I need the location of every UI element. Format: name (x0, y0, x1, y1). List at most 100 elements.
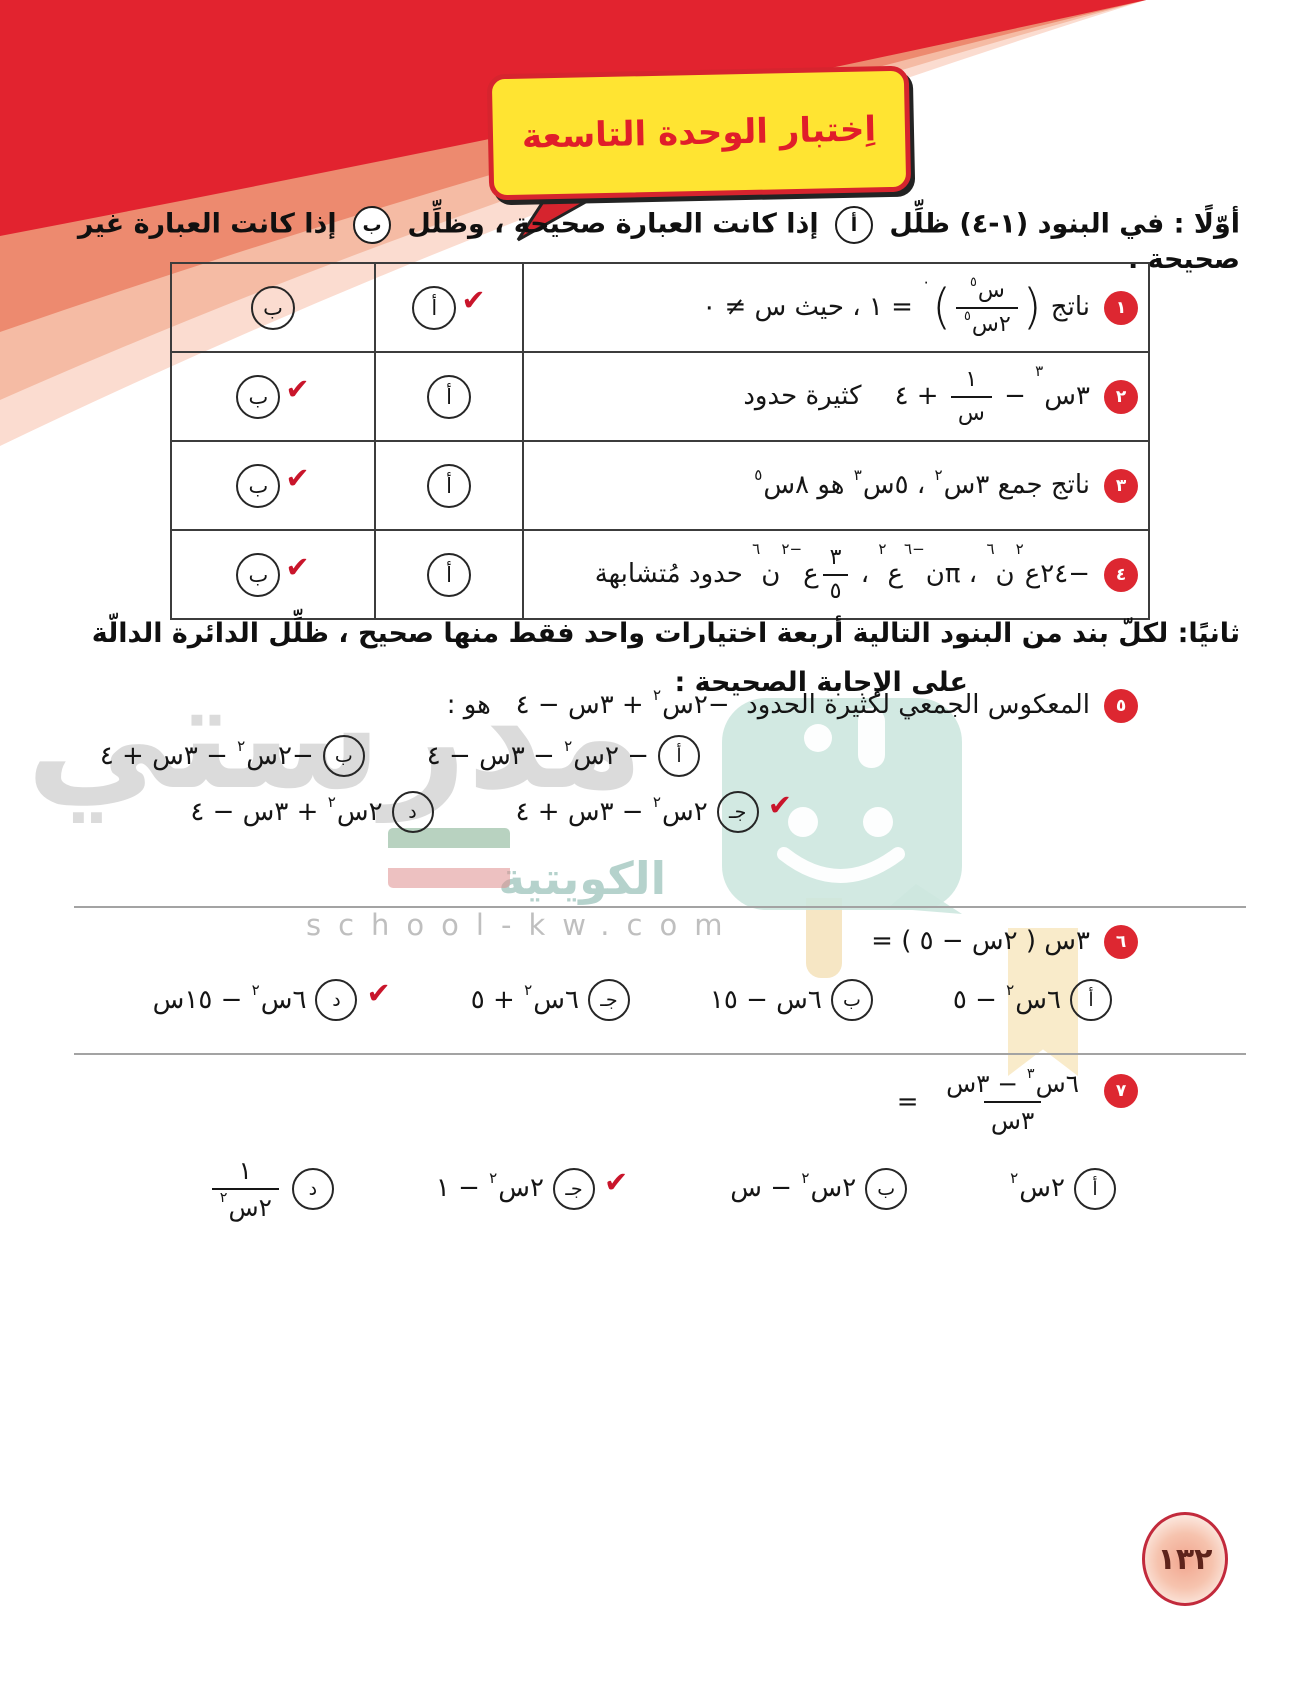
page-title: اِختبار الوحدة التاسعة (521, 109, 877, 157)
question-6-option-b: ✔ ب ٦س − ١٥ (710, 979, 873, 1022)
option-circle-a: أ (412, 285, 457, 330)
question-4-choice-a-cell: ✔ أ (374, 531, 522, 618)
watermark-website-text: school-kw.com (306, 908, 740, 942)
question-2-choice-b-cell: ✔ ب (172, 353, 374, 440)
question-4-expression: −٢٤ع ٢ ن ٦ ، πن −٦ ع ٢ ، ٣ ٥ ع −٢ ن ٦ حدود مُتشابهة (595, 541, 1090, 608)
question-6: ٦ ٣س ( ٢س − ٥ ) = ✔ أ ٦س٢ − ٥ ✔ ب ٦س − ١… (60, 924, 1240, 1022)
question-6-number-badge: ٦ (1104, 924, 1138, 959)
option-circle: أ (1074, 1168, 1116, 1211)
question-5-expression: المعكوس الجمعي لكثيرة الحدود −٢س ٢ + ٣س −… (446, 686, 1090, 720)
correct-checkmark: ✔ (603, 1164, 629, 1199)
question-5-option-d: ✔ د ٢س٢ + ٣س − ٤ (190, 791, 434, 834)
question-4-choice-b-cell: ✔ ب (172, 531, 374, 618)
correct-checkmark: ✔ (366, 975, 391, 1010)
question-7-option-c: ✔ جـ ٢س ٢ − ١ (436, 1164, 629, 1211)
question-3-number-badge: ٣ (1104, 468, 1138, 503)
section2-instruction-line2: على الإجابة الصحيحة : (674, 666, 968, 698)
option-circle: ب (322, 735, 365, 778)
option-circle-b: ب (236, 374, 281, 419)
smiley-logo-icon (722, 698, 962, 914)
option-circle-a: أ (427, 463, 471, 508)
page-number-badge: ١٣٢ (1142, 1512, 1228, 1606)
section2-instruction-line1: ثانيًا: لكلّ بند من البنود التالية أربعة… (91, 618, 1240, 649)
question-1-choice-a-cell: ✔ أ (374, 264, 522, 351)
question-7-options-row: ✔ أ ٢س٢ ✔ ب ٢س٢ − س ✔ جـ ٢س٢ − ١ ✔ د (60, 1153, 1240, 1226)
question-5-prompt: ٥ المعكوس الجمعي لكثيرة الحدود −٢س ٢ + ٣س… (60, 686, 1240, 723)
correct-checkmark: ✔ (285, 550, 310, 584)
question-6-option-a: ✔ أ ٦س٢ − ٥ (953, 979, 1112, 1022)
option-circle: د (391, 791, 434, 834)
question-4-number-badge: ٤ (1104, 557, 1138, 592)
kuwait-flag-icon (388, 828, 510, 888)
option-circle: أ (658, 735, 700, 778)
option-circle-a: أ (427, 552, 471, 597)
option-circle-b: ب (236, 552, 281, 597)
section1-instruction: أوّلًا : في البنود (١-٤) ظلِّل أ إذا كان… (70, 206, 1240, 275)
inline-circle-b: ب (352, 206, 391, 244)
question-5-options-row1: ✔ أ − ٢س٢ − ٣س − ٤ ✔ ب −٢س٢ − ٣س + ٤ (60, 735, 1240, 778)
option-circle-b: ب (236, 463, 281, 508)
question-5-options-row2: ✔ جـ ٢س٢ − ٣س + ٤ ✔ د ٢س٢ + ٣س − ٤ (60, 787, 1240, 834)
instruction-text-mid: إذا كانت العبارة صحيحة ، وظلِّل (407, 208, 819, 240)
option-circle-b: ب (251, 285, 295, 330)
watermark-subtitle-text: الكويتية (498, 852, 666, 905)
option-circle: ب (865, 1168, 908, 1211)
question-7-option-b: ✔ ب ٢س٢ − س (730, 1168, 908, 1211)
question-5-option-a: ✔ أ − ٢س٢ − ٣س − ٤ (427, 735, 700, 778)
table-row-4: ٤ −٢٤ع ٢ ن ٦ ، πن −٦ ع ٢ ، ٣ ٥ ع −٢ ن ٦ حدود مُتشاب… (172, 529, 1148, 618)
question-6-options-row: ✔ أ ٦س٢ − ٥ ✔ ب ٦س − ١٥ ✔ جـ ٦س٢ + ٥ ✔ د (60, 975, 1240, 1022)
question-2-number-badge: ٢ (1104, 379, 1138, 414)
page-number: ١٣٢ (1157, 1541, 1213, 1577)
question-6-expression: ٣س ( ٢س − ٥ ) = (871, 926, 1090, 956)
question-5-option-b: ✔ ب −٢س٢ − ٣س + ٤ (100, 735, 365, 778)
option-circle: أ (1070, 979, 1112, 1022)
option-circle-a: أ (427, 374, 471, 419)
question-5-option-c: ✔ جـ ٢س ٢ − ٣س + ٤ (516, 787, 792, 834)
inline-circle-a: أ (835, 206, 873, 244)
option-circle: جـ (552, 1168, 595, 1211)
question-7-prompt: ٧ ٦س ٣ − ٣س ٣س = (60, 1066, 1240, 1139)
table-row-2: ٢ ٣س٣ − ١س + ٤ كثيرة حدود ✔ أ ✔ ب (172, 351, 1148, 440)
question-6-option-d: ✔ د ٦س ٢ − ١٥س (153, 975, 391, 1022)
correct-checkmark: ✔ (285, 372, 310, 406)
option-circle: د (291, 1168, 334, 1211)
question-1-cell: ١ ناتج ) س ٥ ٢س ٥(٠ = ١ ، حيث س ≠ ٠ (522, 264, 1148, 351)
section-divider (74, 1053, 1246, 1055)
question-6-option-c: ✔ جـ ٦س٢ + ٥ (471, 979, 630, 1022)
question-3-expression: ناتج جمع ٣س ٢ ، ٥س ٣ هو ٨س ٥ (754, 465, 1090, 500)
section-divider (74, 906, 1246, 908)
question-7-expression: ٦س ٣ − ٣س ٣س = (897, 1066, 1090, 1139)
section2-instruction: ثانيًا: لكلّ بند من البنود التالية أربعة… (70, 610, 1240, 707)
question-1-expression: ناتج ) س ٥ ٢س ٥(٠ = ١ ، حيث س ≠ ٠ (702, 274, 1090, 341)
instruction-text-before: أوّلًا : في البنود (١-٤) ظلِّل (889, 208, 1240, 240)
table-row-3: ٣ ناتج جمع ٣س٢ ، ٥س٣ هو ٨س٥ ✔ أ ✔ ب (172, 440, 1148, 529)
question-1-number-badge: ١ (1104, 290, 1138, 325)
question-7-number-badge: ٧ (1104, 1074, 1138, 1108)
correct-checkmark: ✔ (767, 787, 792, 822)
option-circle: د (315, 979, 358, 1022)
question-3-cell: ٣ ناتج جمع ٣س ٢ ، ٥س ٣ هو ٨س ٥ (522, 442, 1148, 529)
instruction-text-after: إذا كانت العبارة غير صحيحة . (77, 208, 1240, 276)
option-circle: جـ (587, 979, 630, 1022)
watermark-popsicle-stick (806, 898, 842, 978)
question-2-choice-a-cell: ✔ أ (374, 353, 522, 440)
question-4-cell: ٤ −٢٤ع ٢ ن ٦ ، πن −٦ ع ٢ ، ٣ ٥ ع −٢ ن ٦ حدود مُتشاب… (522, 531, 1148, 618)
option-circle: ب (830, 979, 873, 1022)
question-1-choice-b-cell: ✔ ب (172, 264, 374, 351)
question-5-number-badge: ٥ (1104, 688, 1138, 723)
correct-checkmark: ✔ (461, 283, 486, 317)
question-5: ٥ المعكوس الجمعي لكثيرة الحدود −٢س ٢ + ٣س… (60, 686, 1240, 834)
unit-test-title-bubble: اِختبار الوحدة التاسعة (486, 65, 912, 201)
correct-checkmark: ✔ (285, 461, 310, 495)
question-3-choice-a-cell: ✔ أ (374, 442, 522, 529)
question-6-prompt: ٦ ٣س ( ٢س − ٥ ) = (60, 924, 1240, 959)
